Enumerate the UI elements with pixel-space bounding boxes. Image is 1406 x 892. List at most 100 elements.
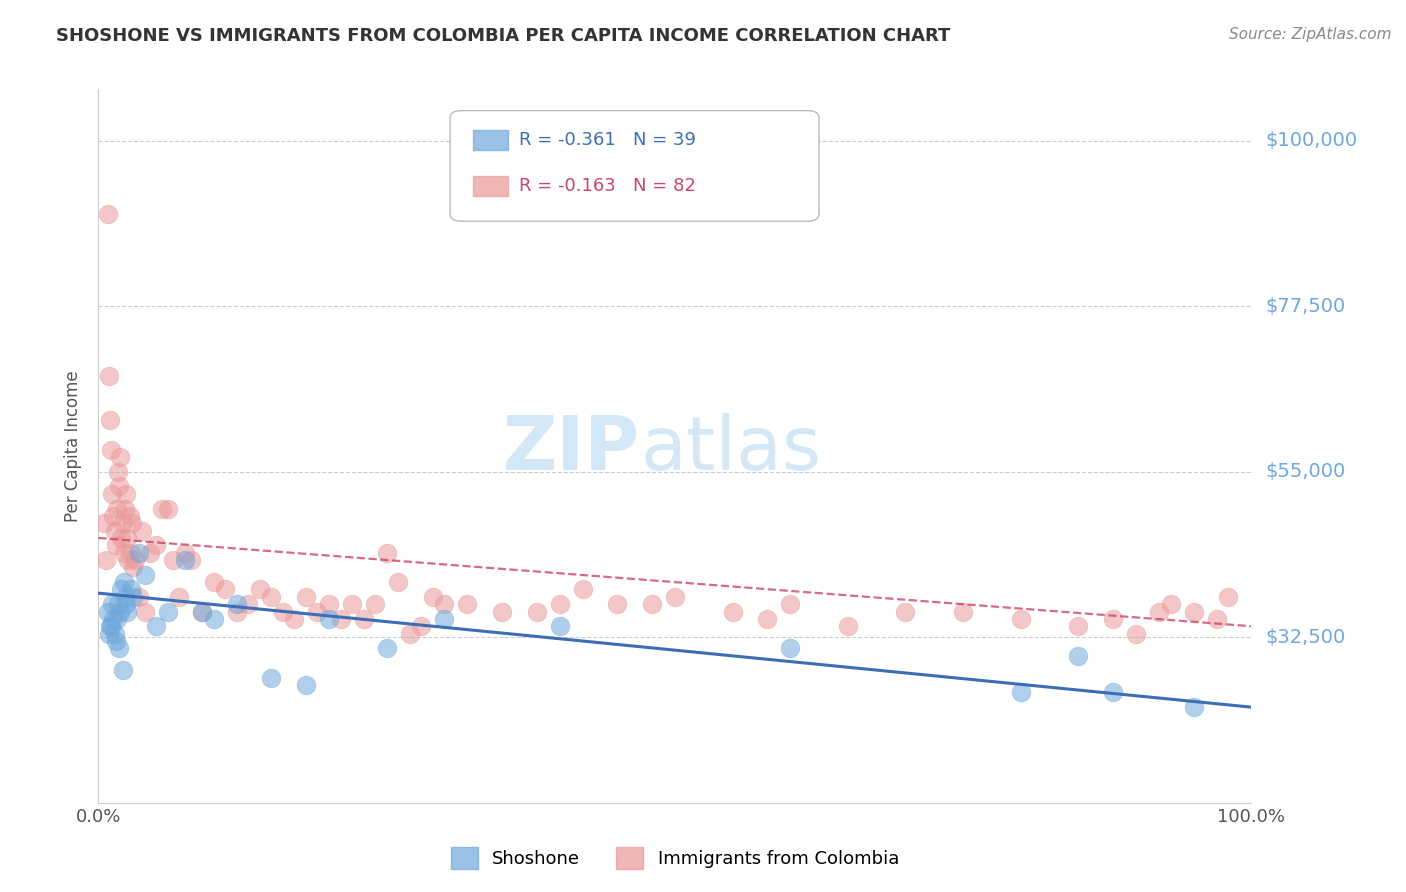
Point bbox=[122, 590, 145, 604]
Point bbox=[283, 612, 305, 626]
Point bbox=[103, 524, 125, 538]
Point bbox=[124, 553, 146, 567]
Point bbox=[120, 546, 142, 560]
Point bbox=[93, 516, 115, 531]
Point bbox=[295, 590, 318, 604]
Point bbox=[145, 619, 167, 633]
Point bbox=[364, 597, 387, 611]
Point bbox=[249, 582, 271, 597]
Point bbox=[225, 597, 247, 611]
Point bbox=[131, 524, 153, 538]
Point bbox=[174, 553, 197, 567]
Point bbox=[548, 597, 571, 611]
Point bbox=[260, 590, 283, 604]
Point bbox=[191, 605, 214, 619]
Point bbox=[105, 612, 128, 626]
Point bbox=[117, 553, 139, 567]
Point bbox=[1147, 605, 1170, 619]
Point bbox=[307, 605, 329, 619]
Point bbox=[174, 546, 197, 560]
Point bbox=[98, 619, 121, 633]
Point bbox=[115, 487, 138, 501]
Point bbox=[112, 575, 135, 590]
Bar bbox=[472, 130, 508, 150]
Point bbox=[162, 553, 184, 567]
Text: R = -0.163   N = 82: R = -0.163 N = 82 bbox=[519, 178, 696, 195]
Point bbox=[238, 597, 260, 611]
Point bbox=[1182, 605, 1205, 619]
Point bbox=[104, 634, 127, 648]
Point bbox=[664, 590, 686, 604]
Point bbox=[1067, 648, 1090, 663]
FancyBboxPatch shape bbox=[450, 111, 818, 221]
Point bbox=[103, 626, 125, 640]
Point bbox=[150, 501, 173, 516]
Point bbox=[139, 546, 162, 560]
Point bbox=[433, 597, 456, 611]
Point bbox=[1205, 612, 1227, 626]
Point bbox=[107, 597, 129, 611]
Point bbox=[97, 626, 120, 640]
Legend: Shoshone, Immigrants from Colombia: Shoshone, Immigrants from Colombia bbox=[443, 839, 907, 876]
Point bbox=[110, 582, 132, 597]
Point bbox=[318, 612, 340, 626]
Point bbox=[779, 641, 801, 656]
Point bbox=[1182, 700, 1205, 714]
Point bbox=[97, 207, 120, 221]
Y-axis label: Per Capita Income: Per Capita Income bbox=[65, 370, 83, 522]
Point bbox=[721, 605, 744, 619]
Point bbox=[571, 582, 593, 597]
Point bbox=[101, 487, 124, 501]
Point bbox=[114, 501, 136, 516]
Point bbox=[1218, 590, 1240, 604]
Text: $77,500: $77,500 bbox=[1265, 297, 1346, 316]
Text: atlas: atlas bbox=[640, 413, 821, 486]
Point bbox=[1102, 612, 1125, 626]
Point bbox=[225, 605, 247, 619]
Point bbox=[1125, 626, 1147, 640]
Point bbox=[1160, 597, 1182, 611]
Point bbox=[98, 413, 121, 427]
Point bbox=[115, 597, 138, 611]
Point bbox=[456, 597, 478, 611]
Point bbox=[103, 508, 125, 523]
Point bbox=[318, 597, 340, 611]
Point bbox=[375, 546, 398, 560]
Point bbox=[779, 597, 801, 611]
Point bbox=[156, 605, 179, 619]
Point bbox=[120, 582, 142, 597]
Point bbox=[134, 567, 156, 582]
Point bbox=[117, 605, 139, 619]
Text: ZIP: ZIP bbox=[503, 413, 640, 486]
Point bbox=[433, 612, 456, 626]
Point bbox=[548, 619, 571, 633]
Point bbox=[105, 501, 128, 516]
Point bbox=[202, 575, 225, 590]
Point bbox=[103, 612, 125, 626]
Bar bbox=[472, 177, 508, 196]
Point bbox=[1010, 685, 1032, 699]
Point bbox=[96, 553, 118, 567]
Text: $55,000: $55,000 bbox=[1265, 462, 1346, 482]
Point bbox=[202, 612, 225, 626]
Point bbox=[97, 605, 120, 619]
Point bbox=[110, 531, 132, 545]
Point bbox=[340, 597, 363, 611]
Point bbox=[121, 516, 143, 531]
Point bbox=[97, 369, 120, 384]
Point bbox=[156, 501, 179, 516]
Point bbox=[145, 538, 167, 552]
Point bbox=[191, 605, 214, 619]
Point bbox=[295, 678, 318, 692]
Point bbox=[110, 450, 132, 464]
Point bbox=[117, 531, 139, 545]
Point bbox=[128, 546, 150, 560]
Point bbox=[101, 597, 124, 611]
Text: Source: ZipAtlas.com: Source: ZipAtlas.com bbox=[1229, 27, 1392, 42]
Text: R = -0.361   N = 39: R = -0.361 N = 39 bbox=[519, 131, 696, 149]
Point bbox=[214, 582, 236, 597]
Point bbox=[411, 619, 433, 633]
Point bbox=[894, 605, 917, 619]
Point bbox=[375, 641, 398, 656]
Point bbox=[491, 605, 513, 619]
